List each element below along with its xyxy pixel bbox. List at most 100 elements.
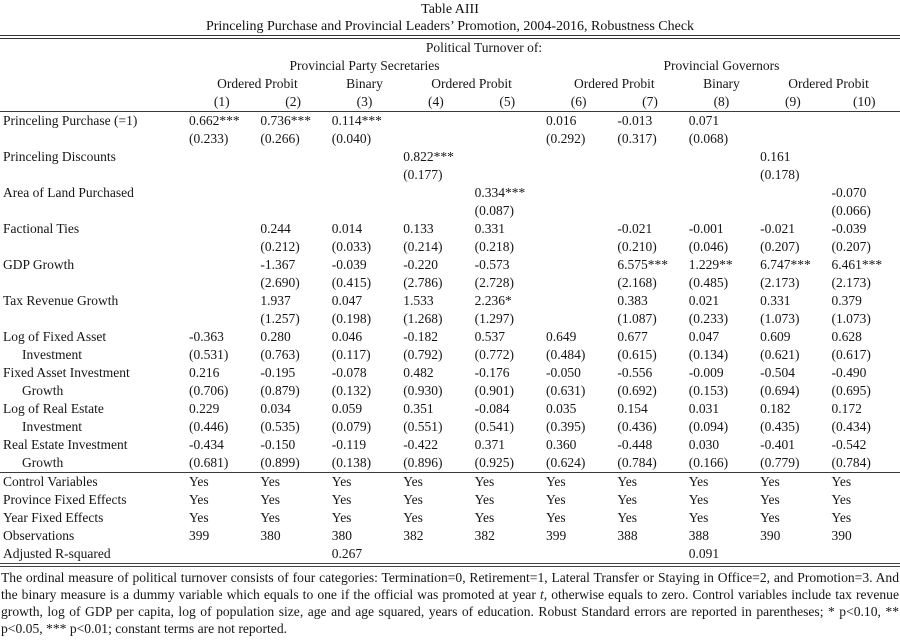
summary-cell: Yes	[545, 510, 566, 525]
stderr-cell: (1.297)	[474, 311, 514, 326]
summary-cell: 380	[260, 528, 281, 543]
column-number: (6)	[542, 93, 615, 112]
stderr-cell: (0.485)	[688, 275, 729, 290]
table-caption: Princeling Purchase and Provincial Leade…	[205, 19, 695, 34]
summary-cell	[472, 545, 543, 565]
summary-cell	[186, 545, 257, 565]
summary-cell: Yes	[614, 472, 686, 491]
row-label-continuation: Investment	[22, 347, 82, 362]
coefficient-cell: -1.367	[260, 257, 296, 272]
coefficient-cell: -0.150	[260, 437, 296, 452]
stderr-cell: (0.040)	[331, 131, 372, 146]
stderr-cell: (0.068)	[688, 131, 729, 146]
stderr-cell: (0.681)	[189, 455, 229, 470]
stderr-row: (0.177) (0.178)	[0, 166, 900, 184]
coefficient-cell: -0.573	[474, 257, 510, 272]
stderr-cell	[257, 202, 328, 220]
stderr-cell	[186, 274, 257, 292]
coefficient-row: Fixed Asset Investment 0.216 -0.195 -0.078 0…	[0, 364, 900, 382]
stderr-cell	[543, 238, 614, 256]
coefficient-cell	[257, 148, 328, 166]
stderr-cell: (0.631)	[545, 383, 586, 398]
method-header: Ordered Probit	[788, 76, 869, 91]
stderr-cell: (0.079)	[331, 419, 372, 434]
coefficient-cell: 0.154	[617, 401, 648, 416]
coefficient-cell	[186, 220, 257, 238]
stderr-cell: (0.436)	[617, 419, 657, 434]
coefficient-cell: 0.021	[688, 293, 720, 308]
summary-row: Province Fixed Effects Yes Yes Yes Yes Yes Yes…	[0, 491, 900, 509]
stderr-row: (1.257) (0.198) (1.268) (1.297) (1.087) (0.23…	[0, 310, 900, 328]
table-body: Princeling Purchase (=1) 0.662*** 0.736***…	[0, 112, 900, 566]
coefficient-cell: -0.021	[760, 221, 796, 236]
summary-cell: 382	[403, 528, 424, 543]
row-label-continuation	[0, 310, 186, 328]
coefficient-cell	[829, 148, 900, 166]
summary-label: Observations	[3, 528, 75, 543]
stderr-cell: (1.073)	[831, 311, 871, 326]
summary-row: Year Fixed Effects Yes Yes Yes Yes Yes Yes Yes Y…	[0, 509, 900, 527]
summary-cell: Yes	[189, 492, 209, 507]
stderr-cell: (0.066)	[831, 203, 871, 218]
coefficient-cell: 0.822***	[403, 149, 454, 164]
coefficient-cell: 0.034	[260, 401, 291, 416]
coefficient-cell: -0.448	[617, 437, 653, 452]
coefficient-cell	[543, 220, 614, 238]
coefficient-cell: 0.662***	[189, 113, 240, 128]
stderr-cell: (0.033)	[331, 239, 372, 254]
coefficient-cell: -0.542	[831, 437, 867, 452]
coefficient-cell: 0.537	[474, 329, 505, 344]
stderr-cell	[686, 202, 757, 220]
stderr-cell: (0.166)	[688, 455, 729, 470]
summary-cell	[757, 545, 828, 565]
row-label: Princeling Discounts	[3, 149, 116, 164]
stderr-cell	[543, 310, 614, 328]
stderr-cell: (0.207)	[760, 239, 800, 254]
political-turnover-header-cell: Political Turnover of:	[186, 37, 900, 57]
stderr-row: (0.212) (0.033) (0.214) (0.218) (0.210) (0.04…	[0, 238, 900, 256]
summary-cell: 399	[545, 528, 567, 543]
column-number: (10)	[828, 93, 900, 112]
summary-cell: 390	[760, 528, 781, 543]
coefficient-cell: -0.050	[545, 365, 581, 380]
coefficient-cell: 6.461***	[831, 257, 883, 272]
stderr-cell: (0.624)	[545, 455, 586, 470]
regression-table: Political Turnover of: Provincial Party …	[0, 35, 900, 567]
summary-cell: Yes	[260, 492, 281, 507]
column-number: (1)	[186, 93, 258, 112]
coefficient-cell: 0.379	[831, 293, 862, 308]
summary-cell: Yes	[757, 472, 829, 491]
summary-cell: Yes	[186, 472, 258, 491]
summary-cell	[543, 545, 614, 565]
summary-cell: Yes	[831, 510, 852, 525]
stderr-cell: (0.484)	[545, 347, 586, 362]
method-header: Binary	[346, 76, 383, 91]
coefficient-cell: -0.084	[474, 401, 510, 416]
summary-label: Control Variables	[0, 472, 187, 491]
coefficient-cell	[614, 184, 685, 202]
coefficient-cell	[186, 184, 257, 202]
coefficient-cell	[472, 112, 543, 131]
header-spacer	[0, 37, 186, 57]
stderr-cell: (0.212)	[260, 239, 300, 254]
summary-cell: Yes	[328, 472, 401, 491]
stderr-cell: (0.134)	[688, 347, 729, 362]
stderr-cell: (0.930)	[403, 383, 443, 398]
coefficient-cell: 1.229**	[688, 257, 733, 272]
coefficient-cell: 0.677	[617, 329, 648, 344]
coefficient-cell: 0.172	[831, 401, 862, 416]
summary-cell: Yes	[617, 510, 638, 525]
stderr-cell: (1.268)	[403, 311, 443, 326]
summary-cell	[400, 545, 471, 565]
stderr-cell: (0.541)	[474, 419, 514, 434]
row-label: Log of Fixed Asset	[3, 329, 107, 344]
row-label: Log of Real Estate	[3, 401, 104, 416]
header-row-methods: Ordered Probit Binary Ordered Probit Ord…	[0, 75, 900, 93]
method-header: Binary	[703, 76, 740, 91]
coefficient-row: Princeling Discounts 0.822*** 0.161	[0, 148, 900, 166]
stderr-cell: (0.435)	[760, 419, 800, 434]
stderr-row: (0.233) (0.266) (0.040) (0.292) (0.317) (0.06…	[0, 130, 900, 148]
column-number: (2)	[257, 93, 329, 112]
coefficient-cell	[829, 112, 900, 131]
coefficient-cell	[543, 148, 614, 166]
